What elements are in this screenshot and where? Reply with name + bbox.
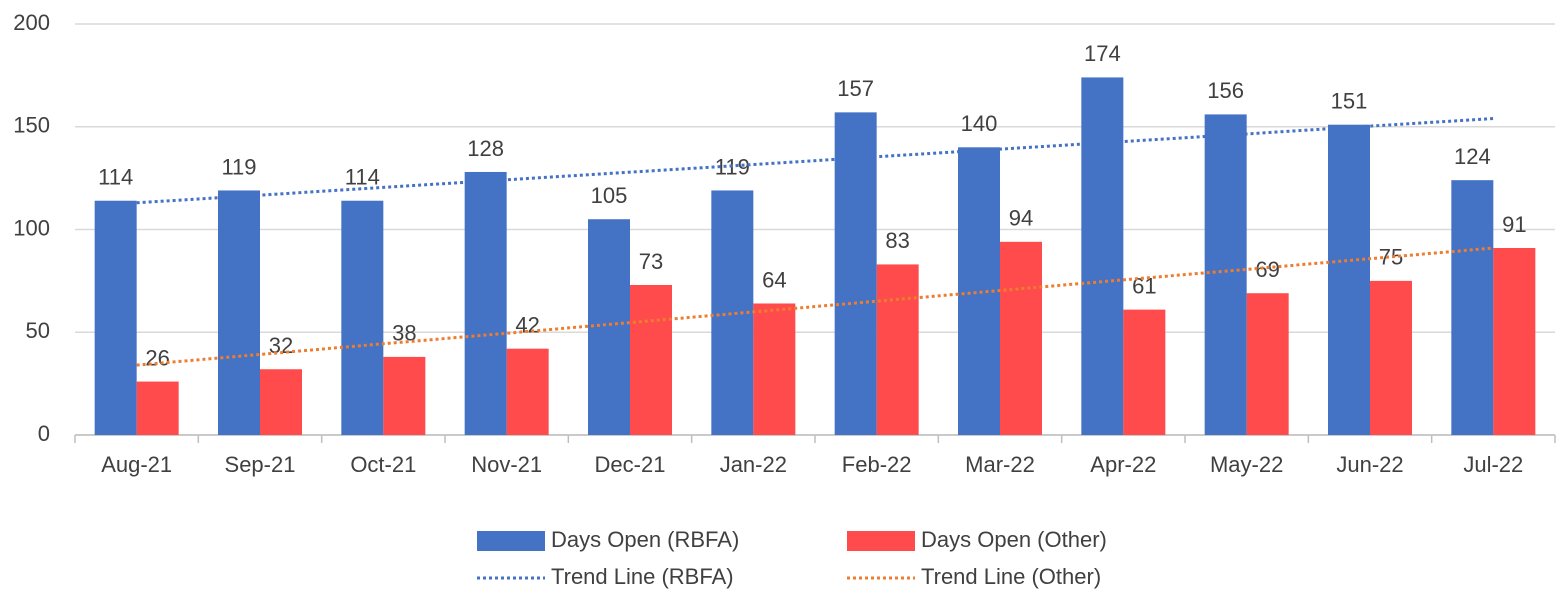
- data-label: 105: [591, 183, 628, 208]
- x-tick-label: Sep-21: [225, 452, 296, 477]
- data-label: 64: [762, 267, 786, 292]
- bar: [1493, 247, 1536, 435]
- bar: [1000, 241, 1042, 435]
- bar: [506, 348, 549, 435]
- legend-label: Days Open (RBFA): [551, 527, 739, 552]
- legend-swatch: [477, 531, 545, 551]
- data-label: 156: [1207, 78, 1244, 103]
- data-label: 73: [639, 249, 663, 274]
- bar: [1328, 124, 1370, 435]
- bar: [260, 369, 302, 435]
- bar: [94, 200, 137, 435]
- data-label: 157: [837, 76, 874, 101]
- bar: [1451, 180, 1494, 435]
- x-tick-label: Aug-21: [101, 452, 172, 477]
- bar: [218, 190, 260, 435]
- legend-label: Days Open (Other): [921, 527, 1107, 552]
- x-tick-label: Nov-21: [471, 452, 542, 477]
- bar: [711, 190, 754, 435]
- y-tick-label: 0: [38, 421, 50, 446]
- y-tick-label: 100: [13, 215, 50, 240]
- data-label: 119: [221, 154, 256, 179]
- x-tick-label: Jul-22: [1463, 452, 1523, 477]
- data-label: 83: [885, 228, 909, 253]
- data-label: 69: [1255, 257, 1279, 282]
- legend-label: Trend Line (Other): [921, 564, 1101, 589]
- x-tick-label: Dec-21: [595, 452, 666, 477]
- bar: [630, 284, 672, 435]
- bar: [1123, 309, 1166, 435]
- data-label: 91: [1502, 212, 1526, 237]
- y-tick-label: 50: [26, 318, 50, 343]
- data-label: 174: [1084, 41, 1121, 66]
- data-label: 124: [1454, 144, 1491, 169]
- data-label: 26: [145, 345, 169, 370]
- bar: [341, 200, 384, 435]
- bar: [1246, 293, 1289, 435]
- x-tick-label: Feb-22: [842, 452, 912, 477]
- x-tick-label: Oct-21: [350, 452, 416, 477]
- data-label: 32: [269, 333, 293, 358]
- x-tick-label: Apr-22: [1090, 452, 1156, 477]
- legend-swatch: [847, 531, 915, 551]
- bar: [834, 112, 877, 436]
- x-tick-label: Jan-22: [720, 452, 787, 477]
- x-tick-label: May-22: [1210, 452, 1283, 477]
- y-tick-label: 200: [13, 10, 50, 35]
- legend-label: Trend Line (RBFA): [551, 564, 734, 589]
- bar: [1081, 77, 1124, 436]
- bar: [753, 303, 796, 435]
- x-tick-label: Mar-22: [965, 452, 1035, 477]
- y-tick-label: 150: [13, 113, 50, 138]
- data-label: 94: [1009, 206, 1033, 231]
- data-label: 151: [1331, 89, 1368, 114]
- bar: [136, 381, 179, 435]
- bar: [876, 264, 919, 435]
- data-label: 140: [961, 111, 998, 136]
- bar: [588, 219, 630, 435]
- data-label: 114: [98, 165, 133, 190]
- data-label: 128: [467, 136, 504, 161]
- trend-line: [136, 117, 1494, 205]
- bar: [1370, 280, 1412, 435]
- bar: [464, 171, 507, 435]
- data-label: 114: [345, 165, 380, 190]
- bar: [383, 356, 426, 435]
- trend-line: [136, 246, 1494, 367]
- x-tick-label: Jun-22: [1336, 452, 1403, 477]
- bar: [1204, 114, 1247, 436]
- data-label: 42: [515, 313, 539, 338]
